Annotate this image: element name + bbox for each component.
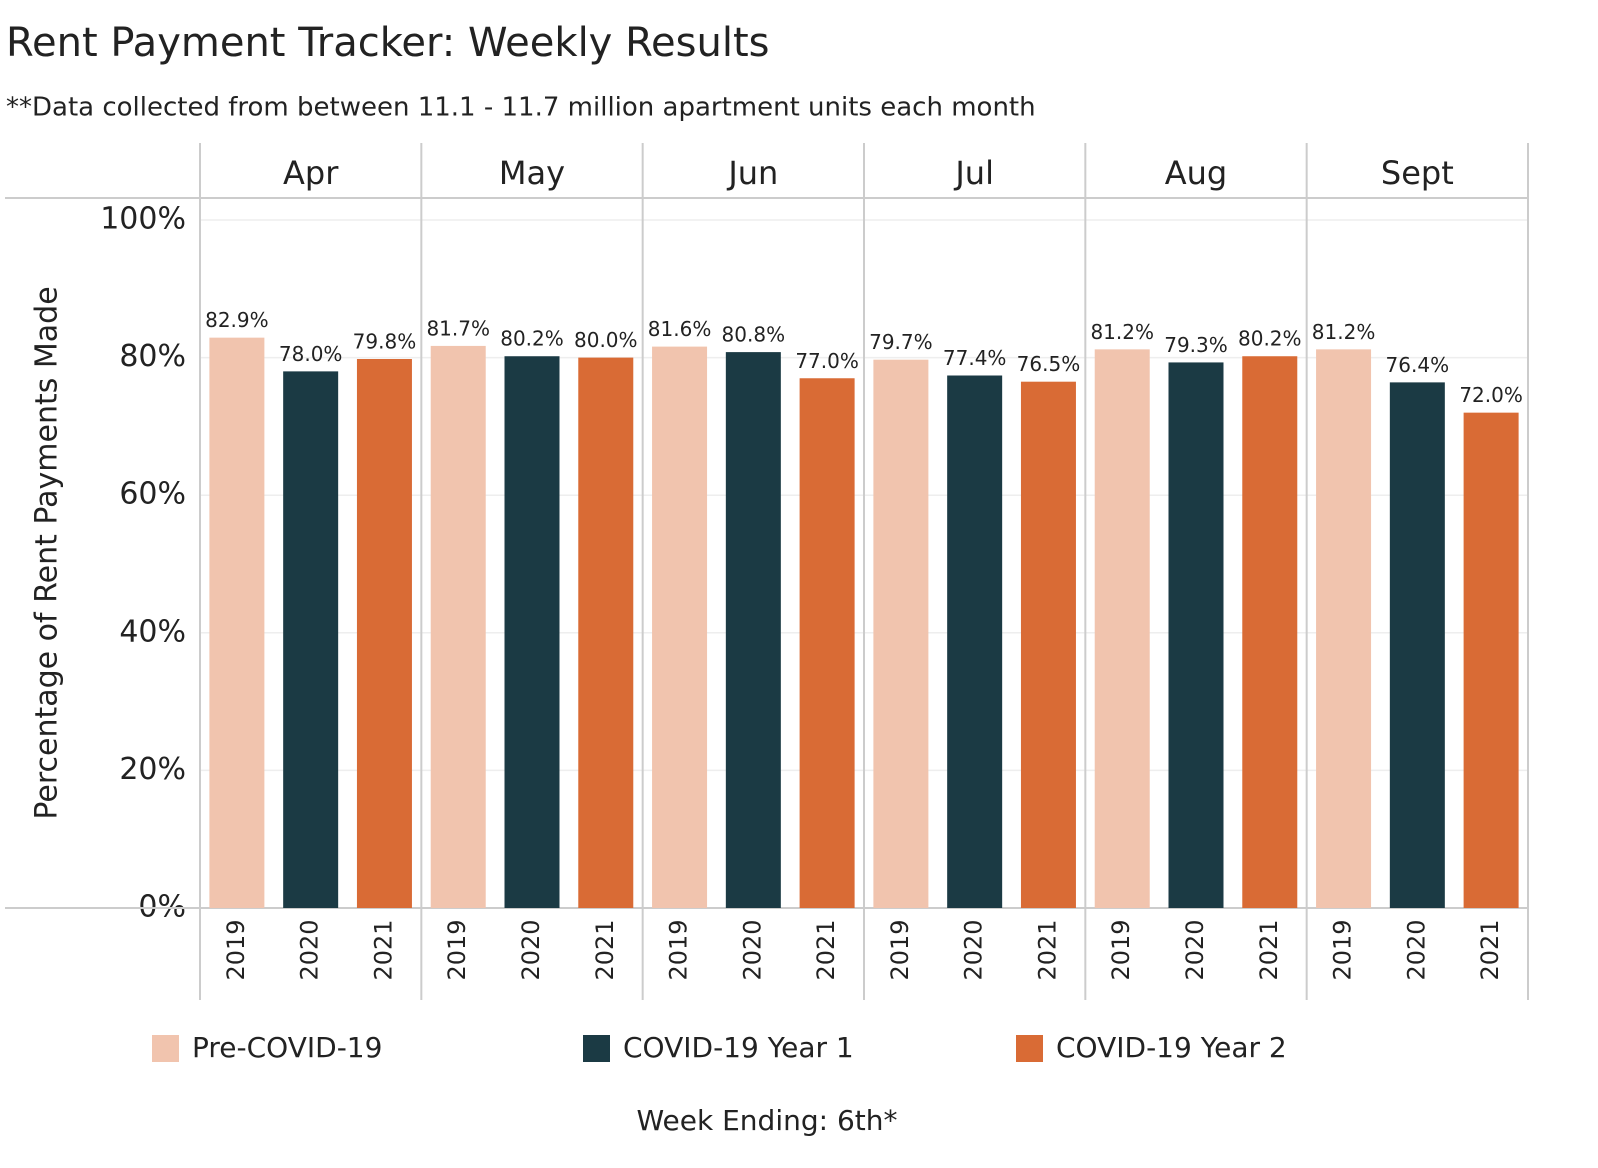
bar	[578, 357, 634, 908]
y-tick-label: 20%	[119, 752, 186, 787]
year-label: 2019	[1329, 919, 1357, 980]
month-label: Sept	[1381, 154, 1454, 192]
value-label: 72.0%	[1459, 383, 1523, 407]
month-label: Apr	[283, 154, 339, 192]
year-label: 2021	[369, 919, 397, 980]
month-label: May	[499, 154, 565, 192]
bar	[1168, 362, 1224, 908]
year-label: 2021	[1255, 919, 1283, 980]
year-label: 2020	[1181, 919, 1209, 980]
chart-title: Rent Payment Tracker: Weekly Results	[6, 20, 770, 66]
bar	[1020, 381, 1076, 908]
year-label: 2019	[665, 919, 693, 980]
bar	[1316, 349, 1372, 909]
value-label: 80.2%	[500, 327, 564, 351]
value-label: 77.4%	[943, 346, 1007, 370]
year-label: 2020	[1402, 919, 1430, 980]
value-label: 76.4%	[1386, 353, 1450, 377]
year-label: 2019	[443, 919, 471, 980]
year-label: 2019	[222, 919, 250, 980]
year-label: 2021	[1476, 919, 1504, 980]
legend-label: Pre-COVID-19	[192, 1031, 382, 1064]
year-label: 2020	[960, 919, 988, 980]
value-label: 77.0%	[795, 349, 859, 373]
value-label: 78.0%	[279, 342, 343, 366]
year-label: 2021	[812, 919, 840, 980]
y-axis-label: Percentage of Rent Payments Made	[30, 286, 65, 819]
legend-label: COVID-19 Year 2	[1056, 1031, 1287, 1064]
bar	[1242, 356, 1298, 908]
bar	[1463, 412, 1519, 908]
chart-subtitle: **Data collected from between 11.1 - 11.…	[6, 93, 1036, 123]
value-label: 79.3%	[1164, 333, 1228, 357]
value-label: 79.7%	[869, 330, 933, 354]
bar	[1389, 382, 1445, 908]
y-tick-label: 60%	[119, 477, 186, 512]
year-label: 2021	[591, 919, 619, 980]
year-label: 2019	[1107, 919, 1135, 980]
month-label: Jul	[953, 154, 994, 192]
value-label: 81.2%	[1312, 320, 1376, 344]
bar	[209, 337, 265, 908]
bar	[799, 378, 855, 908]
bar	[283, 371, 339, 909]
bar	[873, 359, 929, 908]
legend-swatch	[152, 1035, 179, 1062]
year-label: 2021	[1033, 919, 1061, 980]
legend-swatch	[1016, 1035, 1043, 1062]
value-label: 80.8%	[722, 323, 786, 347]
value-label: 80.2%	[1238, 327, 1302, 351]
value-label: 81.6%	[648, 317, 712, 341]
bar	[725, 352, 781, 908]
bar	[652, 346, 708, 909]
value-label: 81.2%	[1090, 320, 1154, 344]
year-label: 2019	[886, 919, 914, 980]
month-label: Aug	[1165, 154, 1227, 192]
bar	[430, 345, 486, 909]
year-label: 2020	[517, 919, 545, 980]
y-tick-label: 80%	[119, 339, 186, 374]
y-tick-label: 40%	[119, 614, 186, 649]
y-tick-label: 100%	[100, 202, 186, 237]
bar	[947, 375, 1003, 908]
bar	[504, 356, 560, 908]
legend-label: COVID-19 Year 1	[623, 1031, 854, 1064]
value-label: 79.8%	[353, 329, 417, 353]
value-label: 82.9%	[205, 308, 269, 332]
value-label: 81.7%	[426, 316, 490, 340]
legend-swatch	[583, 1035, 610, 1062]
month-label: Jun	[726, 154, 778, 192]
bar	[356, 358, 412, 908]
bar	[1094, 349, 1150, 909]
value-label: 76.5%	[1017, 352, 1081, 376]
year-label: 2020	[296, 919, 324, 980]
x-axis-label: Week Ending: 6th*	[637, 1104, 898, 1137]
value-label: 80.0%	[574, 328, 638, 352]
year-label: 2020	[738, 919, 766, 980]
